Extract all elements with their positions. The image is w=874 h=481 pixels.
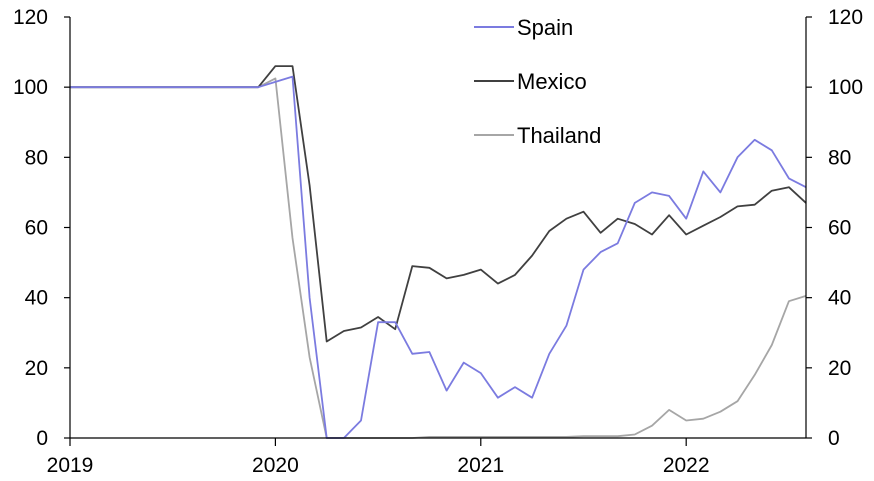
- y-tick-label-left: 0: [36, 427, 48, 450]
- legend-label-spain: Spain: [517, 15, 573, 40]
- legend-label-thailand: Thailand: [517, 123, 601, 148]
- series-line-spain: [70, 75, 807, 439]
- x-tick-label: 2020: [252, 454, 299, 477]
- y-tick-label-right: 20: [828, 357, 851, 380]
- y-tick-label-left: 120: [13, 6, 48, 29]
- legend-label-mexico: Mexico: [517, 69, 587, 94]
- series-line-thailand: [70, 77, 807, 439]
- y-tick-label-right: 60: [828, 217, 851, 240]
- x-tick-label: 2019: [47, 454, 94, 477]
- y-tick-label-right: 100: [828, 76, 863, 99]
- axes-layer: 0 20 40 60 80 100 120 0 20 40 60 80 100 120 2019 2020 20…: [13, 6, 863, 477]
- series-layer: [70, 65, 807, 439]
- y-tick-label-right: 120: [828, 6, 863, 29]
- y-tick-label-right: 0: [828, 427, 840, 450]
- y-tick-label-left: 60: [25, 217, 48, 240]
- y-tick-label-right: 40: [828, 287, 851, 310]
- y-tick-label-left: 100: [13, 76, 48, 99]
- legend: Spain Mexico Thailand: [474, 15, 601, 148]
- y-tick-label-left: 40: [25, 287, 48, 310]
- y-tick-label-left: 20: [25, 357, 48, 380]
- series-line-mexico: [70, 65, 807, 343]
- y-tick-label-left: 80: [25, 146, 48, 169]
- x-tick-label: 2021: [457, 454, 504, 477]
- x-tick-label: 2022: [663, 454, 710, 477]
- y-tick-label-right: 80: [828, 146, 851, 169]
